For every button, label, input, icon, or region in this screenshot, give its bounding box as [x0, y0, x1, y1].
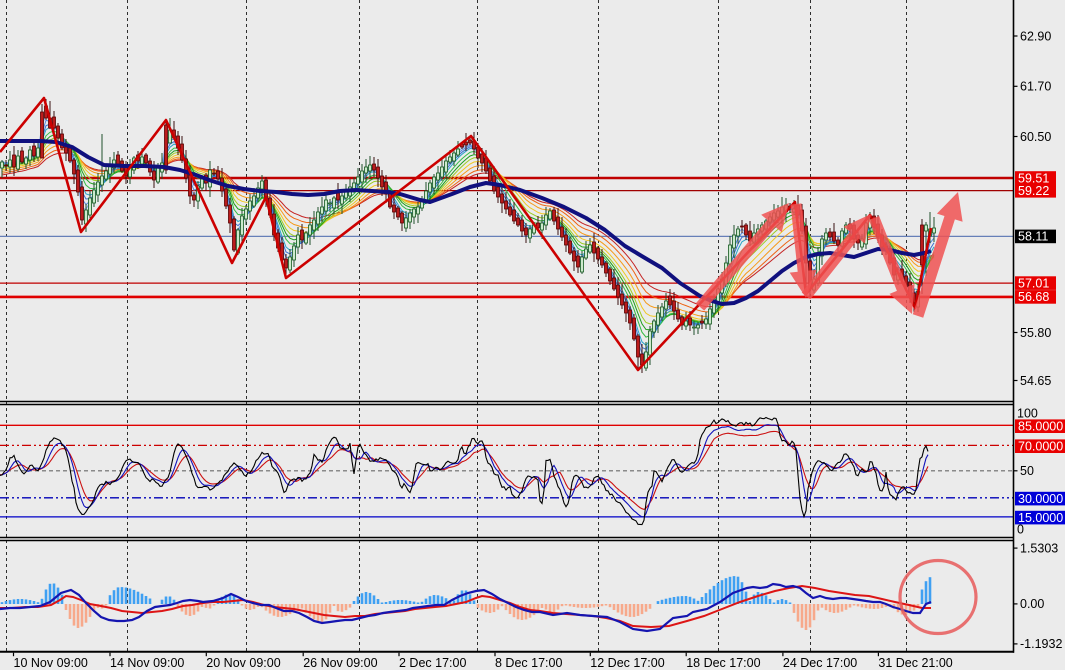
svg-text:56.68: 56.68	[1018, 290, 1049, 304]
svg-text:50: 50	[1020, 464, 1034, 478]
svg-text:59.51: 59.51	[1018, 171, 1049, 185]
svg-text:58.11: 58.11	[1018, 230, 1048, 244]
svg-text:55.80: 55.80	[1020, 326, 1051, 340]
svg-text:30.0000: 30.0000	[1018, 492, 1063, 506]
svg-text:31 Dec 21:00: 31 Dec 21:00	[878, 656, 952, 670]
svg-text:57.01: 57.01	[1018, 276, 1049, 290]
svg-text:-1.1932: -1.1932	[1020, 637, 1062, 651]
svg-text:60.50: 60.50	[1020, 130, 1051, 144]
svg-text:10 Nov 09:00: 10 Nov 09:00	[14, 656, 88, 670]
svg-text:15.0000: 15.0000	[1018, 511, 1063, 525]
svg-text:18 Dec 17:00: 18 Dec 17:00	[686, 656, 760, 670]
svg-text:20 Nov 09:00: 20 Nov 09:00	[206, 656, 280, 670]
svg-text:12 Dec 17:00: 12 Dec 17:00	[590, 656, 664, 670]
svg-text:8 Dec 17:00: 8 Dec 17:00	[495, 656, 562, 670]
svg-text:100: 100	[1017, 406, 1038, 420]
svg-text:70.0000: 70.0000	[1018, 440, 1063, 454]
svg-text:26 Nov 09:00: 26 Nov 09:00	[303, 656, 377, 670]
svg-text:14 Nov 09:00: 14 Nov 09:00	[110, 656, 184, 670]
svg-text:24 Dec 17:00: 24 Dec 17:00	[783, 656, 857, 670]
svg-text:62.90: 62.90	[1020, 29, 1051, 43]
svg-text:85.0000: 85.0000	[1018, 420, 1063, 434]
svg-text:2 Dec 17:00: 2 Dec 17:00	[399, 656, 466, 670]
svg-text:54.65: 54.65	[1020, 374, 1051, 388]
svg-text:1.5303: 1.5303	[1020, 541, 1058, 555]
svg-text:0.00: 0.00	[1020, 597, 1044, 611]
svg-text:61.70: 61.70	[1020, 80, 1051, 94]
svg-text:0: 0	[1017, 523, 1024, 537]
svg-text:59.22: 59.22	[1018, 184, 1049, 198]
